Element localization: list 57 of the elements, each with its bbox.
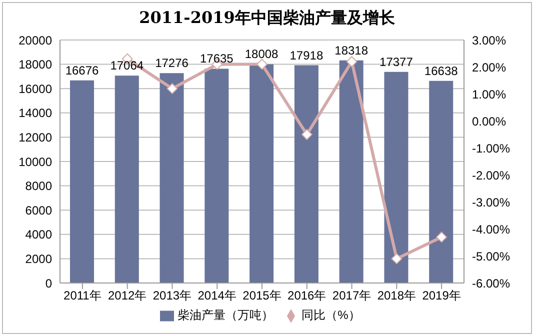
- y-tick-label: 20000: [18, 33, 52, 48]
- bar: [250, 64, 274, 283]
- bar: [114, 76, 139, 283]
- y2-tick-label: -2.00%: [472, 168, 510, 182]
- data-label: 17918: [290, 48, 324, 62]
- y-tick-label: 6000: [25, 203, 52, 218]
- y-tick-label: 12000: [18, 130, 52, 144]
- data-label: 16676: [65, 63, 100, 78]
- x-tick-label: 2015年: [242, 288, 282, 303]
- x-tick-label: 2012年: [108, 288, 147, 303]
- y-tick-label: 16000: [18, 82, 52, 96]
- y2-tick-label: 2.00%: [472, 60, 506, 74]
- data-label: 17064: [110, 58, 144, 73]
- point: [166, 83, 178, 94]
- y-tick-label: 18000: [18, 58, 52, 72]
- y2-tick-label: -6.00%: [472, 276, 510, 290]
- point: [301, 129, 312, 140]
- y2-tick-label: 1.00%: [472, 87, 506, 102]
- bar: [339, 60, 364, 283]
- bar: [204, 68, 229, 283]
- y-tick-label: 10000: [18, 154, 52, 169]
- y-tick-label: 2000: [25, 252, 52, 266]
- x-tick-label: 2017年: [332, 288, 372, 303]
- data-label: 18318: [334, 43, 368, 58]
- data-label: 18008: [244, 47, 279, 62]
- y2-tick-label: 0.00%: [472, 114, 506, 128]
- x-tick-label: 2019年: [422, 288, 461, 303]
- data-label: 17377: [380, 54, 414, 69]
- point: [436, 232, 448, 243]
- point: [256, 58, 268, 70]
- y2-tick-label: -1.00%: [472, 141, 510, 156]
- point: [391, 253, 402, 264]
- x-tick-label: 2013年: [152, 288, 192, 303]
- data-label: 17635: [200, 52, 234, 66]
- bar: [70, 80, 94, 283]
- x-tick-label: 2016年: [288, 288, 326, 303]
- bar: [294, 65, 318, 283]
- y-tick-label: 14000: [18, 106, 52, 120]
- y-tick-label: 4000: [25, 228, 52, 242]
- bar: [429, 80, 454, 283]
- chart-title: 2011-2019年中国柴油产量及增长: [138, 8, 396, 29]
- bar: [384, 72, 408, 283]
- y-tick-label: 0: [45, 276, 52, 290]
- data-label: 16638: [424, 64, 458, 78]
- y2-tick-label: -5.00%: [472, 249, 510, 264]
- legend-label: 同比（%）: [302, 308, 360, 322]
- point: [346, 56, 358, 68]
- y2-tick-label: 3.00%: [472, 33, 506, 48]
- bar: [160, 73, 184, 283]
- y2-tick-label: -3.00%: [472, 195, 510, 210]
- data-label: 17276: [155, 56, 189, 70]
- x-tick-label: 2014年: [198, 288, 236, 303]
- y-tick-label: 8000: [25, 179, 52, 194]
- x-tick-label: 2018年: [377, 288, 416, 303]
- legend-label: 柴油产量（万吨）: [178, 308, 274, 322]
- y2-tick-label: -4.00%: [472, 222, 510, 236]
- x-tick-label: 2011年: [64, 288, 102, 303]
